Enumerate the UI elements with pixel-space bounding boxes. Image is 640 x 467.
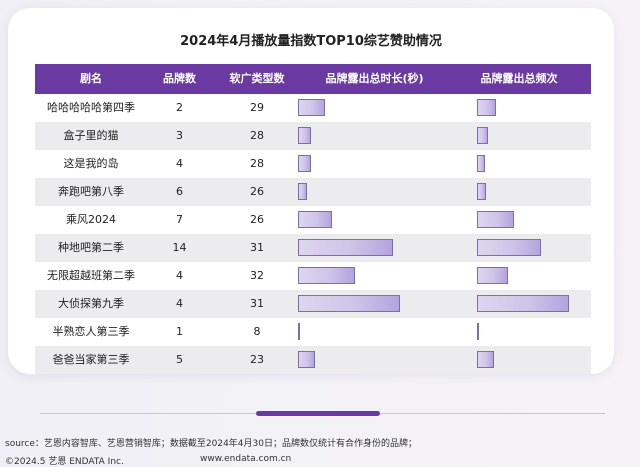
header-brands: 品牌数 [163, 72, 196, 85]
row-brand-count: 4 [176, 297, 183, 310]
duration-bar [298, 295, 400, 312]
frequency-bar [477, 239, 541, 256]
table-row: 盒子里的猫 3 28 [35, 122, 591, 150]
duration-bar [298, 351, 315, 368]
row-ad-type-count: 31 [250, 297, 264, 310]
row-name: 无限超越班第二季 [47, 269, 135, 282]
source-note: source：艺恩内容智库、艺恩营销智库；数据截至2024年4月30日；品牌数仅… [5, 439, 417, 449]
duration-bar [298, 267, 355, 284]
table-row: 奔跑吧第八季 6 26 [35, 178, 591, 206]
row-brand-count: 4 [176, 269, 183, 282]
row-name: 乘风2024 [66, 213, 116, 226]
frequency-bar [477, 155, 485, 172]
header-ad-types: 软广类型数 [229, 72, 285, 85]
footer-accent-bar [256, 411, 380, 416]
frequency-bar [477, 351, 494, 368]
frequency-bar [477, 211, 514, 228]
row-ad-type-count: 28 [250, 157, 264, 170]
frequency-bar [477, 127, 488, 144]
table-row: 半熟恋人第三季 1 8 [35, 318, 591, 346]
table-header: 剧名 品牌数 软广类型数 品牌露出总时长(秒) 品牌露出总频次 [35, 64, 591, 94]
row-ad-type-count: 32 [250, 269, 264, 282]
row-brand-count: 14 [172, 241, 187, 254]
row-ad-type-count: 26 [250, 213, 264, 226]
row-ad-type-count: 23 [250, 353, 264, 366]
duration-bar [298, 155, 311, 172]
row-name: 奔跑吧第八季 [58, 185, 124, 198]
duration-bar [298, 211, 332, 228]
frequency-bar [477, 183, 486, 200]
table-row: 无限超越班第二季 4 32 [35, 262, 591, 290]
duration-bar [298, 127, 311, 144]
duration-bar [298, 183, 307, 200]
table-row: 种地吧第二季 14 31 [35, 234, 591, 262]
table-row: 这是我的岛 4 28 [35, 150, 591, 178]
table-row: 哈哈哈哈哈第四季 2 29 [35, 94, 591, 122]
frequency-bar [477, 99, 496, 116]
row-ad-type-count: 28 [250, 129, 264, 142]
row-name: 这是我的岛 [63, 157, 119, 170]
chart-card: 2024年4月播放量指数TOP10综艺赞助情况 剧名 品牌数 软广类型数 品牌露… [8, 8, 614, 374]
chart-title: 2024年4月播放量指数TOP10综艺赞助情况 [180, 34, 442, 49]
row-ad-type-count: 29 [250, 101, 264, 114]
frequency-bar [477, 295, 569, 312]
row-brand-count: 7 [176, 213, 183, 226]
row-ad-type-count: 26 [250, 185, 264, 198]
header-duration: 品牌露出总时长(秒) [325, 72, 424, 85]
frequency-bar [477, 267, 508, 284]
row-brand-count: 6 [176, 185, 183, 198]
row-ad-type-count: 31 [250, 241, 264, 254]
row-brand-count: 4 [176, 157, 183, 170]
row-brand-count: 5 [176, 353, 183, 366]
row-ad-type-count: 8 [253, 325, 261, 338]
duration-bar [298, 323, 300, 340]
row-name: 大侦探第九季 [58, 297, 124, 310]
header-name: 剧名 [80, 72, 102, 85]
row-brand-count: 1 [176, 325, 183, 338]
duration-bar [298, 99, 325, 116]
row-brand-count: 3 [176, 129, 183, 142]
row-name: 半熟恋人第三季 [52, 325, 130, 338]
row-brand-count: 2 [176, 101, 183, 114]
duration-bar [298, 239, 393, 256]
table-row: 大侦探第九季 4 31 [35, 290, 591, 318]
row-name: 盒子里的猫 [63, 129, 119, 142]
table-row: 乘风2024 7 26 [35, 206, 591, 234]
header-frequency: 品牌露出总频次 [480, 72, 558, 85]
copyright: ©2024.5 艺恩 ENDATA Inc. [5, 457, 124, 467]
table-row: 爸爸当家第三季 5 23 [35, 346, 591, 374]
website: www.endata.com.cn [200, 454, 292, 464]
row-name: 爸爸当家第三季 [52, 353, 130, 366]
row-name: 哈哈哈哈哈第四季 [47, 101, 135, 114]
row-name: 种地吧第二季 [58, 241, 124, 254]
frequency-bar [477, 323, 479, 340]
